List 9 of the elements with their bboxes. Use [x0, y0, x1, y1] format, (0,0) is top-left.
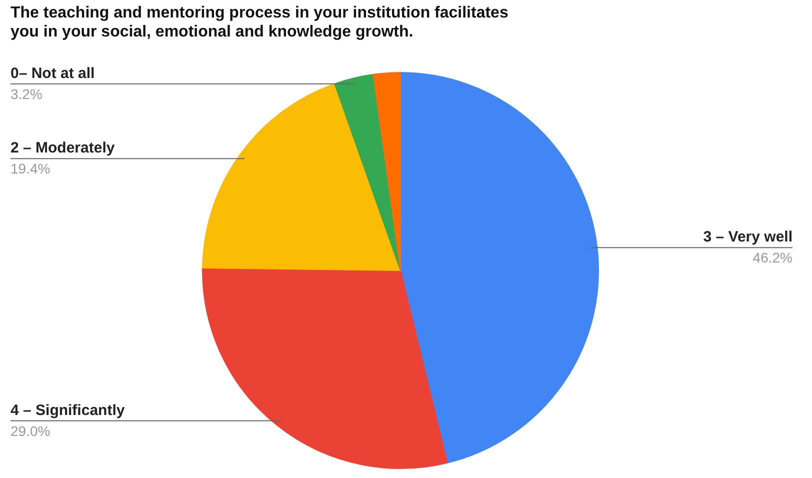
data-label: 46.2% [752, 250, 793, 266]
slice-label: 3 – Very well [703, 228, 793, 246]
chart-title: The teaching and mentoring process in your institution facilitates you in your social, emotional and knowledge growth. [10, 4, 508, 40]
slice-label: 0– Not at all [10, 64, 95, 82]
data-label: 3.2% [10, 86, 42, 102]
slice-label: 4 – Significantly [10, 402, 126, 419]
data-label: 19.4% [10, 160, 50, 177]
slice-label: 2 – Moderately [10, 140, 116, 157]
data-label: 29.0% [10, 422, 50, 439]
